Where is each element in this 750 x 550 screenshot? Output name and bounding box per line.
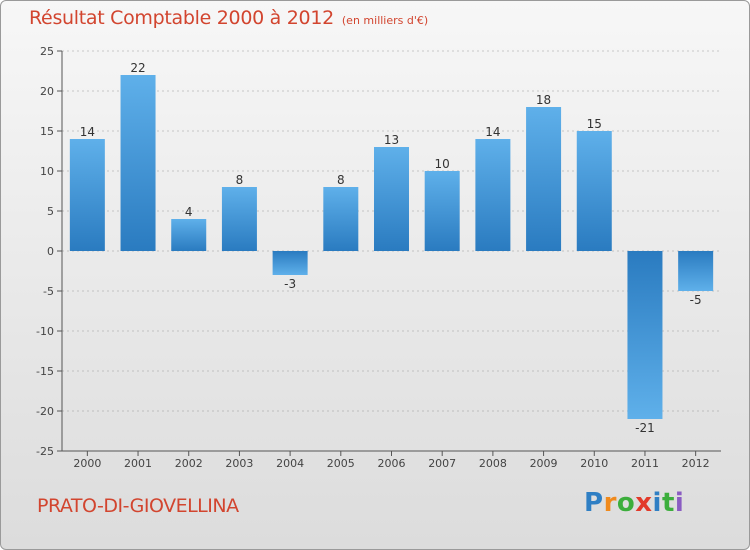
bar-2001 (120, 75, 156, 251)
value-label-2003: 8 (236, 173, 244, 187)
value-label-2008: 14 (485, 125, 500, 139)
y-tick-label: -25 (36, 445, 54, 458)
bar-2003 (221, 187, 257, 251)
x-tick-label: 2003 (225, 457, 253, 470)
value-label-2006: 13 (384, 133, 399, 147)
value-label-2001: 22 (130, 61, 145, 75)
proxiti-logo: Proxiti (584, 488, 684, 518)
x-tick-label: 2007 (428, 457, 456, 470)
x-tick-label: 2000 (73, 457, 101, 470)
value-label-2012: -5 (690, 293, 702, 307)
y-tick-label: 15 (40, 125, 54, 138)
y-tick-label: 5 (47, 205, 54, 218)
x-tick-labels: 2000 2001 2002 2003 2004 2005 2006 2007 2008 2009… (73, 451, 710, 470)
bar-2000 (69, 139, 105, 251)
title-text: Résultat Comptable 2000 à 2012 (29, 7, 334, 29)
x-tick-label: 2002 (175, 457, 203, 470)
bar-2009 (526, 107, 562, 251)
bars (69, 75, 714, 419)
title-unit: (en milliers d'€) (341, 14, 429, 27)
x-tick-label: 2004 (276, 457, 304, 470)
value-label-2000: 14 (80, 125, 95, 139)
y-tick-label: -5 (43, 285, 54, 298)
x-tick-label: 2006 (378, 457, 406, 470)
bar-2006 (374, 147, 409, 251)
logo-letter: i (652, 488, 662, 518)
x-tick-label: 2001 (124, 457, 152, 470)
bar-2012 (678, 251, 714, 291)
x-tick-label: 2008 (479, 457, 507, 470)
value-label-2004: -3 (284, 277, 296, 291)
y-tick-label: 0 (47, 245, 54, 258)
y-tick-label: -20 (36, 405, 54, 418)
bar-2010 (576, 131, 612, 251)
value-labels: 14 22 4 8 -3 8 13 10 14 18 15 -21 -5 (80, 61, 702, 435)
bar-2011 (627, 251, 663, 419)
logo-letter: P (584, 488, 604, 518)
y-tick-label: -15 (36, 365, 54, 378)
x-tick-label: 2009 (530, 457, 558, 470)
value-label-2005: 8 (337, 173, 345, 187)
commune-name: PRATO-DI-GIOVELLINA (37, 495, 239, 517)
logo-letter: o (616, 488, 636, 518)
y-tick-labels: 25 20 15 10 5 0 -5 -10 -15 -20 -25 (36, 45, 54, 458)
logo-letter: x (635, 488, 653, 518)
y-tick-label: 25 (40, 45, 54, 58)
value-label-2011: -21 (635, 421, 655, 435)
grid-lines (57, 50, 721, 452)
bar-2007 (424, 171, 460, 251)
value-label-2007: 10 (435, 157, 450, 171)
chart-title: Résultat Comptable 2000 à 2012 (en millie… (29, 7, 428, 29)
logo-letter: i (674, 488, 685, 518)
x-tick-label: 2012 (682, 457, 710, 470)
x-tick-label: 2011 (631, 457, 659, 470)
value-label-2002: 4 (185, 205, 193, 219)
x-tick-label: 2010 (580, 457, 608, 470)
y-tick-label: 20 (40, 85, 54, 98)
y-tick-label: 10 (40, 165, 54, 178)
bar-2008 (475, 139, 511, 251)
bar-2005 (323, 187, 359, 251)
logo-letter: r (603, 488, 617, 518)
bar-2004 (272, 251, 308, 275)
y-tick-label: -10 (36, 325, 54, 338)
value-label-2010: 15 (587, 117, 602, 131)
value-label-2009: 18 (536, 93, 551, 107)
x-tick-label: 2005 (327, 457, 355, 470)
logo-letter: t (661, 488, 675, 518)
bar-2002 (171, 219, 207, 251)
